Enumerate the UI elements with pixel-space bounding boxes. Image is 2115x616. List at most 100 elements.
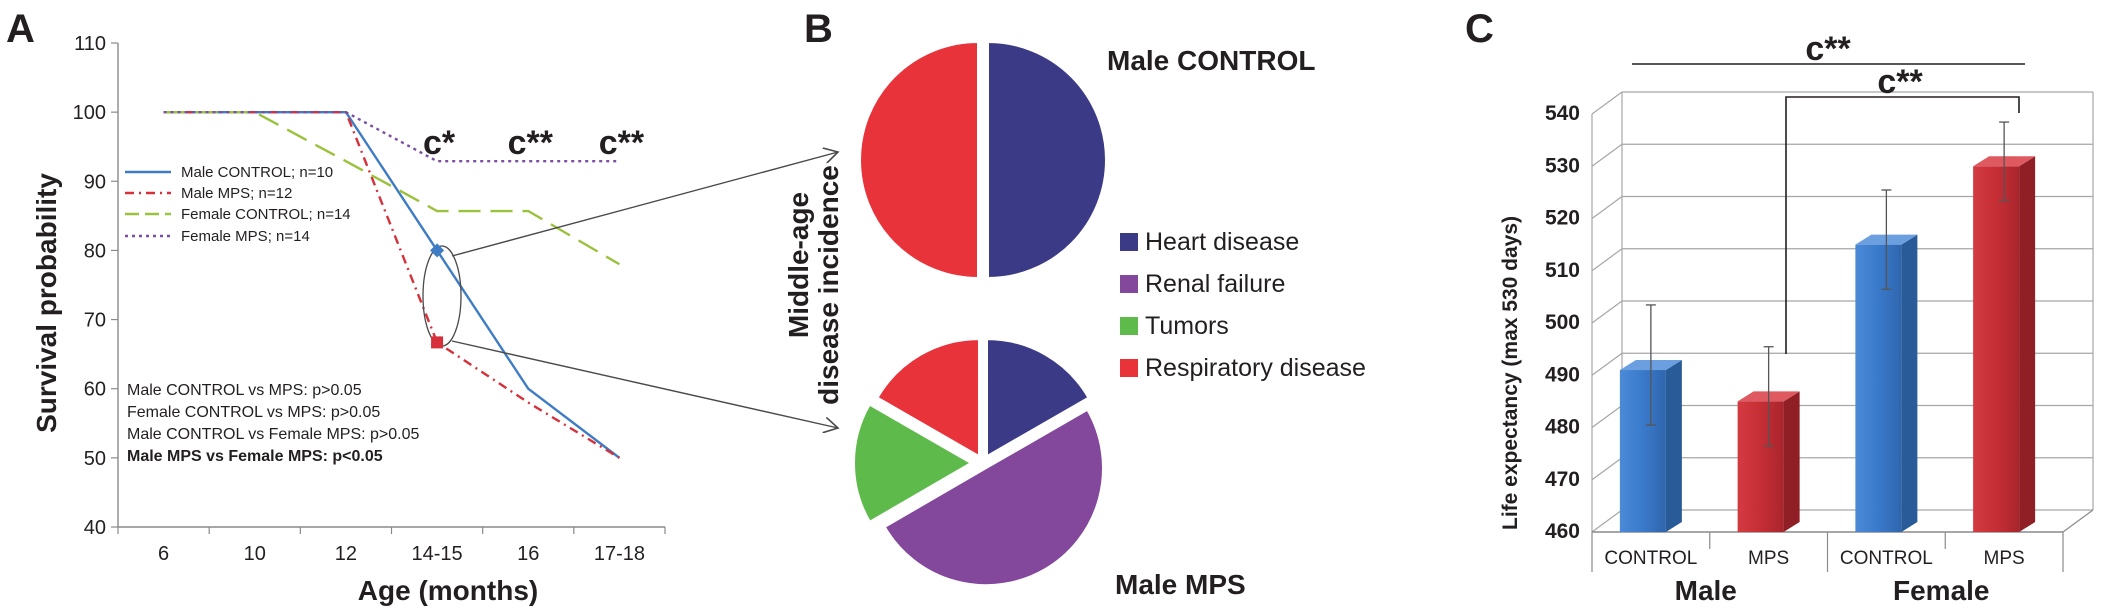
bar-front-2: [1855, 244, 1902, 532]
bar-side-1: [1783, 391, 1800, 532]
survival-series: [163, 110, 621, 459]
survival-y-tick-label: 110: [74, 33, 106, 55]
survival-y-tick-label: 90: [84, 171, 106, 193]
bar-front-1: [1737, 401, 1784, 532]
disease-pies: Middle-age disease incidence Male CONTRO…: [783, 40, 1366, 600]
bar-front-0: [1619, 370, 1666, 532]
highlighted-points: [430, 243, 445, 349]
bar-grid-diagonal: [1591, 405, 1623, 428]
survival-y-ticks: 40 50 60 70 80 90 100 110: [73, 33, 118, 539]
pie-legend-label-heart-disease: Heart disease: [1145, 228, 1299, 256]
bar-significance: c** c**: [1632, 30, 2025, 354]
pie-legend-swatch-tumors: [1120, 317, 1138, 335]
stat-line: Female CONTROL vs MPS: p>0.05: [127, 404, 380, 421]
bar-y-tick-label: 520: [1545, 207, 1580, 230]
survival-x-tick-label: 16: [517, 543, 539, 565]
survival-x-axis-title: Age (months): [358, 575, 538, 606]
bar-grid-diagonal: [1591, 352, 1623, 376]
survival-line-female-mps-n-14: [163, 110, 620, 163]
sig-label-outer: c**: [1805, 30, 1851, 68]
survival-legend: Male CONTROL; n=10 Male MPS; n=12 Female C…: [125, 164, 351, 245]
survival-x-tick-label: 6: [158, 543, 169, 565]
bar-x-label: CONTROL: [1840, 548, 1933, 569]
pie-ylabel-line1: Middle-age: [783, 192, 814, 338]
pie-slice-heart-disease: [986, 338, 1090, 458]
bar-side-3: [2019, 156, 2036, 532]
bar-grid-diagonal: [1591, 300, 1623, 324]
panel-c-letter: C: [1465, 7, 1494, 51]
pie-ylabel-line2: disease incidence: [813, 165, 844, 405]
bar-front-3: [1973, 166, 2020, 532]
pie-legend-label-tumors: Tumors: [1145, 312, 1229, 340]
survival-y-tick-label: 50: [84, 448, 106, 470]
pie-legend: Heart disease Renal failure Tumors Respirat…: [1120, 228, 1366, 382]
pie-title-male-control: Male CONTROL: [1107, 45, 1315, 76]
legend-label-female-control-n-14: Female CONTROL; n=14: [181, 206, 351, 223]
survival-stats: Male CONTROL vs MPS: p>0.05 Female CONTRO…: [127, 382, 419, 465]
pie-male-control: [859, 40, 1107, 280]
pie-legend-label-renal-failure: Renal failure: [1145, 270, 1285, 298]
bar-y-ticks: 460 470 480 490 500 510 520 530 540: [1545, 102, 1580, 543]
bar-y-tick-label: 490: [1545, 363, 1580, 386]
highlight-ellipse: [422, 245, 462, 347]
stat-line: Male CONTROL vs Female MPS: p>0.05: [127, 426, 419, 443]
bar-side-0: [1665, 360, 1682, 532]
bar-group-label-female: Female: [1893, 575, 1990, 606]
arrow-to-male-mps: [451, 340, 838, 428]
legend-label-female-mps-n-14: Female MPS; n=14: [181, 228, 310, 245]
pie-legend-swatch-respiratory-disease: [1120, 359, 1138, 377]
pie-legend-swatch-renal-failure: [1120, 275, 1138, 293]
sig-label-inner: c**: [1877, 63, 1923, 101]
panel-b-letter: B: [804, 7, 833, 51]
significance-label: c**: [599, 124, 645, 162]
legend-label-male-control-n-10: Male CONTROL; n=10: [181, 164, 333, 181]
bar-series: [1619, 121, 2036, 532]
pie-legend-label-respiratory-disease: Respiratory disease: [1145, 354, 1366, 382]
highlight-point-diamond: [430, 243, 445, 258]
stat-line: Male MPS vs Female MPS: p<0.05: [127, 448, 383, 465]
bar-y-tick-label: 470: [1545, 468, 1580, 491]
pie-slice-respiratory-disease: [876, 338, 980, 458]
legend-label-male-mps-n-12: Male MPS; n=12: [181, 185, 292, 202]
bar-grid-diagonal: [1591, 248, 1623, 272]
bar-grid-diagonal: [1591, 457, 1623, 481]
pie-slice-renal-failure: [883, 408, 1105, 587]
pie-slice-respiratory-disease: [859, 40, 979, 280]
survival-chart: 40 50 60 70 80 90 100 110 6 10 12 14-15 16 17-18 Age…: [31, 33, 838, 606]
bar-x-label: CONTROL: [1604, 548, 1697, 569]
bar-y-tick-label: 510: [1545, 259, 1580, 282]
bar-grid-diagonal: [1591, 143, 1623, 167]
pie-slice-heart-disease: [987, 40, 1107, 280]
bar-y-tick-label: 460: [1545, 520, 1580, 543]
survival-significance: c* c** c**: [423, 124, 645, 162]
survival-y-axis-title: Survival probability: [31, 173, 62, 433]
pie-legend-swatch-heart-disease: [1120, 233, 1138, 251]
survival-y-tick-label: 100: [73, 102, 106, 124]
survival-x-tick-label: 14-15: [412, 543, 463, 565]
arrow-to-male-control: [451, 152, 838, 257]
significance-label: c*: [423, 124, 456, 162]
highlight-point-square: [431, 336, 444, 349]
survival-y-tick-label: 70: [84, 310, 106, 332]
significance-label: c**: [508, 124, 554, 162]
bar-y-tick-label: 530: [1545, 154, 1580, 177]
pie-title-male-mps: Male MPS: [1115, 569, 1246, 600]
pie-slice-tumors: [853, 403, 973, 524]
survival-y-tick-label: 80: [84, 240, 106, 262]
survival-y-tick-label: 60: [84, 379, 106, 401]
bar-x-label: MPS: [1748, 548, 1789, 569]
bar-grid-diagonal: [1591, 196, 1623, 219]
survival-line-female-control-n-14: [163, 110, 621, 266]
sig-bracket-inner: [1785, 96, 2020, 354]
bar-group-label-male: Male: [1675, 575, 1737, 606]
bar-y-tick-label: 540: [1545, 102, 1580, 125]
bar-grid-diagonal: [1591, 91, 1623, 115]
bar-y-axis-title: Life expectancy (max 530 days): [1499, 216, 1522, 530]
bar-x-label: MPS: [1984, 548, 2025, 569]
bar-y-tick-label: 480: [1545, 416, 1580, 439]
bar-grid-diagonal: [1591, 509, 1623, 533]
survival-y-tick-label: 40: [84, 517, 106, 539]
bar-x-labels: CONTROL MPS CONTROL MPS Male Female: [1591, 532, 2064, 606]
